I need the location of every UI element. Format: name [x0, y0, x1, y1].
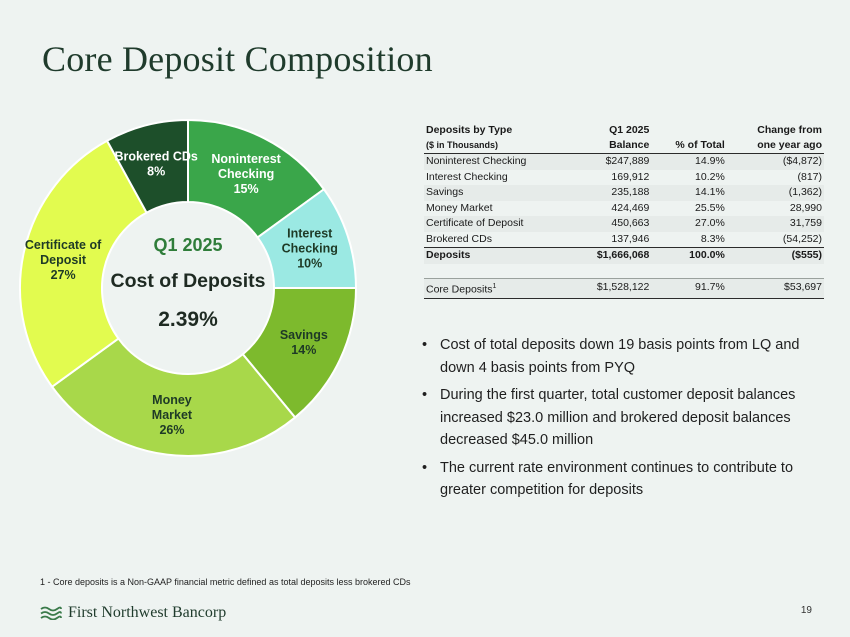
cell-change: 28,990 [789, 201, 822, 214]
donut-slice [50, 337, 297, 457]
cell-pct: 25.5% [695, 201, 725, 214]
header-change-from: Change from [757, 124, 822, 136]
cell-total-change: ($555) [726, 247, 824, 264]
slice-percent: 14% [291, 343, 316, 357]
table-row: Interest Checking 169,912 10.2% (817) [424, 170, 824, 186]
wave-logo-icon [40, 606, 62, 620]
cell-balance: 169,912 [611, 170, 650, 183]
slice-name: Deposit [40, 253, 87, 267]
slice-label: Brokered CDs 8% [114, 150, 197, 179]
slice-name: Brokered CDs [114, 150, 197, 164]
cell-pct: 8.3% [700, 232, 725, 245]
table-row: Noninterest Checking $247,889 14.9% ($4,872… [424, 153, 824, 170]
cell-pct: 14.9% [651, 153, 727, 170]
slice-label: Noninterest Checking 15% [211, 152, 281, 196]
slice-percent: 27% [51, 268, 76, 282]
cell-change: (1,362) [726, 185, 824, 201]
header-balance: Balance [571, 138, 652, 154]
slice-name: Savings [280, 328, 328, 342]
slice-label: Savings 14% [280, 328, 328, 357]
table-header-row: Deposits by Type Q1 2025 Change from [424, 123, 824, 138]
slice-label: Interest Checking 10% [282, 226, 338, 270]
cell-core-pct: 91.7% [651, 277, 727, 299]
cell-pct: 27.0% [651, 216, 727, 232]
slice-label: Money Market 26% [152, 393, 193, 437]
key-points-list: Cost of total deposits down 19 basis poi… [418, 334, 808, 507]
slice-name: Certificate of [25, 238, 102, 252]
company-logo: First Northwest Bancorp [40, 603, 226, 623]
header-q1-2025: Q1 2025 [609, 124, 650, 136]
slice-name: Market [152, 408, 193, 422]
cell-balance: 235,188 [571, 185, 652, 201]
cell-pct: 14.1% [651, 185, 727, 201]
slice-percent: 15% [234, 182, 259, 196]
bullet-item: During the first quarter, total customer… [418, 384, 808, 452]
cell-balance: 137,946 [611, 232, 650, 245]
slice-name: Noninterest [211, 152, 281, 166]
cell-change: (54,252) [782, 232, 822, 245]
table-row: Money Market 424,469 25.5% 28,990 [424, 201, 824, 217]
cell-type: Savings [424, 185, 572, 201]
deposit-composition-donut-chart: Noninterest Checking 15%Interest Checking 10… [19, 118, 358, 457]
header-pct-of-total: % of Total [651, 138, 727, 154]
cell-change: (817) [797, 170, 822, 183]
donut-slice [105, 118, 189, 214]
cell-change: ($4,872) [726, 153, 824, 170]
page-title: Core Deposit Composition [42, 39, 433, 79]
cell-balance: 450,663 [571, 216, 652, 232]
cell-type: Certificate of Deposit [424, 216, 572, 232]
cell-core-change: $53,697 [726, 277, 824, 299]
slice-percent: 26% [159, 423, 184, 437]
table-subheader-row: ($ in Thousands) Balance % of Total one … [424, 138, 824, 154]
table-total-row: Deposits $1,666,068 100.0% ($555) [424, 247, 824, 264]
cell-total-type: Deposits [424, 247, 572, 264]
slice-name: Money [152, 393, 192, 407]
footnote: 1 - Core deposits is a Non-GAAP financia… [40, 577, 411, 587]
donut-slice [19, 139, 148, 389]
cell-core-type: Core Deposits1 [424, 277, 572, 299]
slice-name: Interest [287, 226, 333, 240]
bullet-item: Cost of total deposits down 19 basis poi… [418, 334, 808, 379]
cell-change: 31,759 [726, 216, 824, 232]
center-period-label: Q1 2025 [153, 235, 222, 255]
cell-type: Noninterest Checking [424, 153, 572, 170]
cell-total-pct: 100.0% [651, 247, 727, 264]
slice-percent: 8% [147, 165, 165, 179]
header-pct-blank [651, 123, 726, 138]
center-metric-label: Cost of Deposits [111, 270, 266, 292]
footnote-marker: 1 [492, 282, 497, 290]
slice-label: Certificate of Deposit 27% [25, 238, 102, 282]
brand-name: First Northwest Bancorp [68, 604, 227, 621]
cell-balance: 424,469 [611, 201, 650, 214]
slice-name: Checking [282, 241, 338, 255]
slice-percent: 10% [297, 256, 322, 270]
cell-type: Money Market [426, 201, 493, 214]
table-row: Certificate of Deposit 450,663 27.0% 31,759 [424, 216, 824, 232]
header-deposits-by-type: Deposits by Type [426, 124, 513, 136]
header-one-year-ago: one year ago [726, 138, 824, 154]
deposits-by-type-table: Deposits by Type Q1 2025 Change from ($ … [424, 123, 824, 299]
cell-type: Brokered CDs [426, 232, 492, 245]
cell-type: Interest Checking [426, 170, 508, 183]
cell-balance: $247,889 [571, 153, 652, 170]
cell-total-balance: $1,666,068 [571, 247, 652, 264]
bullet-item: The current rate environment continues t… [418, 457, 808, 502]
table-row: Savings 235,188 14.1% (1,362) [424, 185, 824, 201]
cell-pct: 10.2% [695, 170, 725, 183]
header-in-thousands: ($ in Thousands) [424, 138, 572, 154]
slice-name: Checking [218, 167, 274, 181]
table-row: Brokered CDs 137,946 8.3% (54,252) [424, 232, 824, 248]
cell-core-balance: $1,528,122 [571, 277, 652, 299]
table-core-deposits-row: Core Deposits1 $1,528,122 91.7% $53,697 [424, 277, 824, 299]
page-number: 19 [800, 605, 812, 616]
table-spacer-row [424, 264, 824, 279]
center-metric-value: 2.39% [158, 308, 218, 331]
